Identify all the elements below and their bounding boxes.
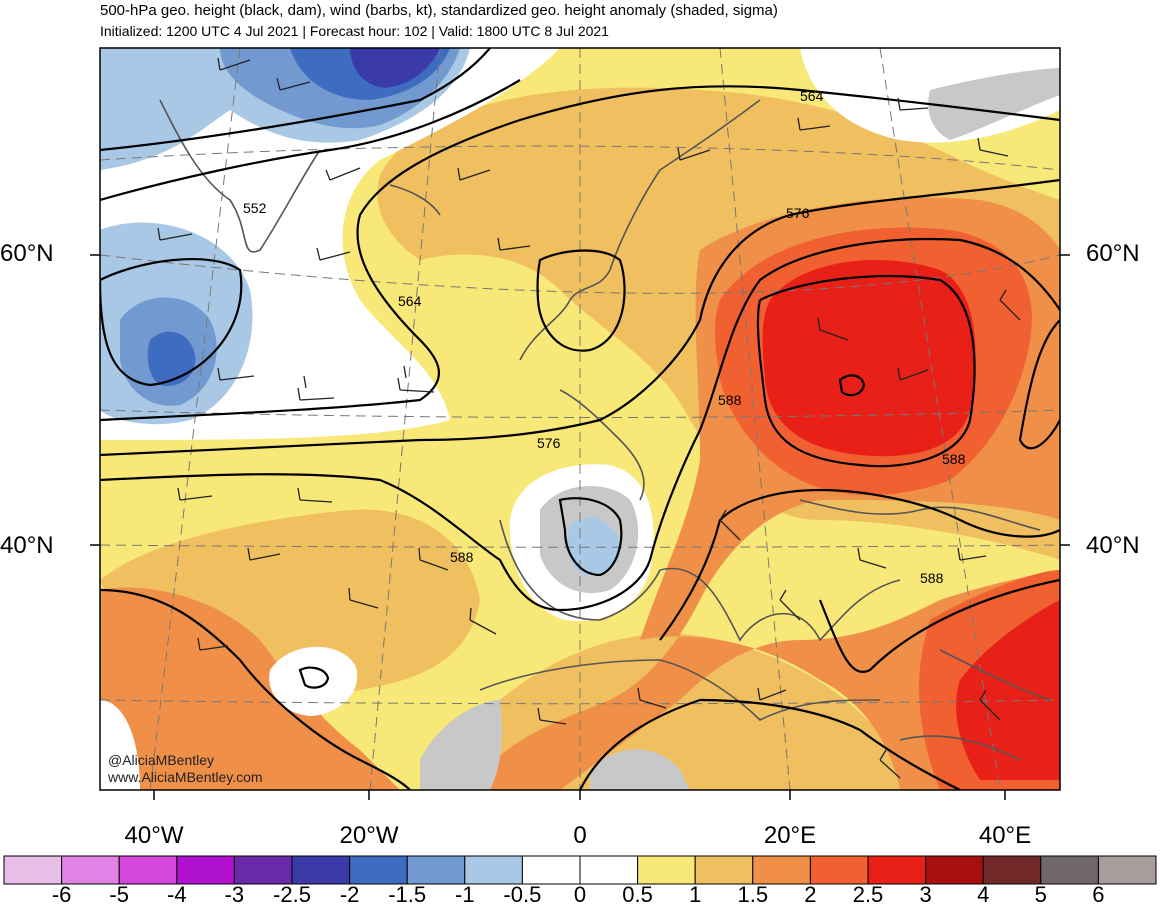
colorbar-swatch [176, 855, 235, 885]
contour-label: 564 [800, 88, 824, 104]
colorbar-tick-label: 1 [689, 882, 702, 907]
colorbar-tick-label: 4 [977, 882, 990, 907]
lon-label: 40°W [124, 822, 184, 849]
colorbar-tick-label: -4 [167, 882, 187, 907]
colorbar-swatch [752, 855, 811, 885]
colorbar-swatch [118, 855, 178, 885]
colorbar-tick-label: 6 [1092, 882, 1105, 907]
colorbar-swatch [809, 855, 869, 885]
colorbar-swatch [464, 855, 523, 885]
anomaly-region-neutral-azores [269, 646, 358, 716]
contour-label: 588 [920, 570, 944, 586]
contour-label: 564 [398, 293, 422, 309]
lat-label-40n-left: 40°N [0, 532, 54, 559]
colorbar-swatch [982, 855, 1042, 885]
colorbar-tick-label: -2 [339, 882, 360, 907]
lon-label: 0 [573, 822, 587, 849]
contour-label: 552 [243, 200, 267, 216]
contour-label: 588 [718, 392, 742, 408]
anomaly-region-gray-africa-b [590, 749, 690, 790]
anomaly-region-neg-1p5-2-b [147, 331, 196, 386]
colorbar-swatch [1097, 855, 1157, 885]
height-contours [100, 48, 1060, 790]
colorbar-swatch [521, 855, 581, 885]
anomaly-region-2p5-3-se [956, 600, 1060, 780]
colorbar-tick-label: 1.5 [737, 882, 769, 907]
chart-subtitle: Initialized: 1200 UTC 4 Jul 2021 | Forec… [100, 23, 609, 39]
credit-website: www.AliciaMBentley.com [108, 769, 263, 785]
colorbar [3, 855, 1157, 885]
anomaly-region-gray-ne [928, 68, 1060, 140]
colorbar-swatch [579, 855, 639, 885]
colorbar-swatch [694, 855, 754, 885]
contour-label: 588 [942, 451, 966, 467]
colorbar-tick-label: -1.5 [388, 882, 427, 907]
contour-label: 588 [450, 549, 474, 565]
axis-ticks [90, 254, 1070, 800]
colorbar-swatch [406, 855, 466, 885]
lat-label-60n-right: 60°N [1086, 240, 1140, 267]
colorbar-swatch [61, 855, 120, 885]
colorbar-tick-label: -1 [455, 882, 475, 907]
colorbar-swatch [291, 855, 351, 885]
colorbar-tick-label: -5 [109, 882, 129, 907]
lon-label: 20°E [763, 822, 817, 849]
anomaly-region-gray-africa [420, 700, 502, 790]
colorbar-tick-label: -3 [224, 882, 245, 907]
anomaly-region-gray-sw-corner [100, 700, 140, 790]
coastlines [159, 99, 1051, 761]
colorbar-tick-label: -0.5 [503, 882, 542, 907]
wind-barbs [157, 57, 1021, 779]
weather-map: 552 564 576 588 564 576 588 588 588 [90, 47, 1070, 800]
colorbar-swatch [349, 855, 408, 885]
colorbar-tick-label: 2 [804, 882, 817, 907]
colorbar-tick-label: -6 [51, 882, 72, 907]
colorbar-tick-label: -2.5 [273, 882, 311, 907]
colorbar-swatch [1040, 855, 1099, 885]
lon-label: 40°E [978, 822, 1032, 849]
credit-handle: @AliciaMBentley [108, 752, 215, 768]
colorbar-swatch [233, 855, 293, 885]
colorbar-tick-label: 0 [573, 882, 587, 907]
chart-title: 500-hPa geo. height (black, dam), wind (… [100, 2, 778, 19]
lon-label: 20°W [339, 822, 399, 849]
colorbar-tick-label: 3 [919, 882, 932, 907]
anomaly-region-2p5-3 [762, 260, 976, 457]
colorbar-swatch [925, 855, 984, 885]
contour-label: 576 [786, 205, 810, 221]
colorbar-tick-label: 5 [1034, 882, 1047, 907]
colorbar-tick-label: 0.5 [622, 882, 653, 907]
colorbar-swatch [3, 855, 63, 885]
contour-label: 576 [537, 435, 561, 451]
colorbar-swatch [637, 855, 696, 885]
colorbar-swatch [867, 855, 927, 885]
colorbar-tick-label: 2.5 [852, 882, 884, 907]
lat-label-40n-right: 40°N [1086, 532, 1140, 559]
anomaly-region-neg-2-2p5 [350, 48, 440, 88]
lat-label-60n-left: 60°N [0, 240, 54, 267]
